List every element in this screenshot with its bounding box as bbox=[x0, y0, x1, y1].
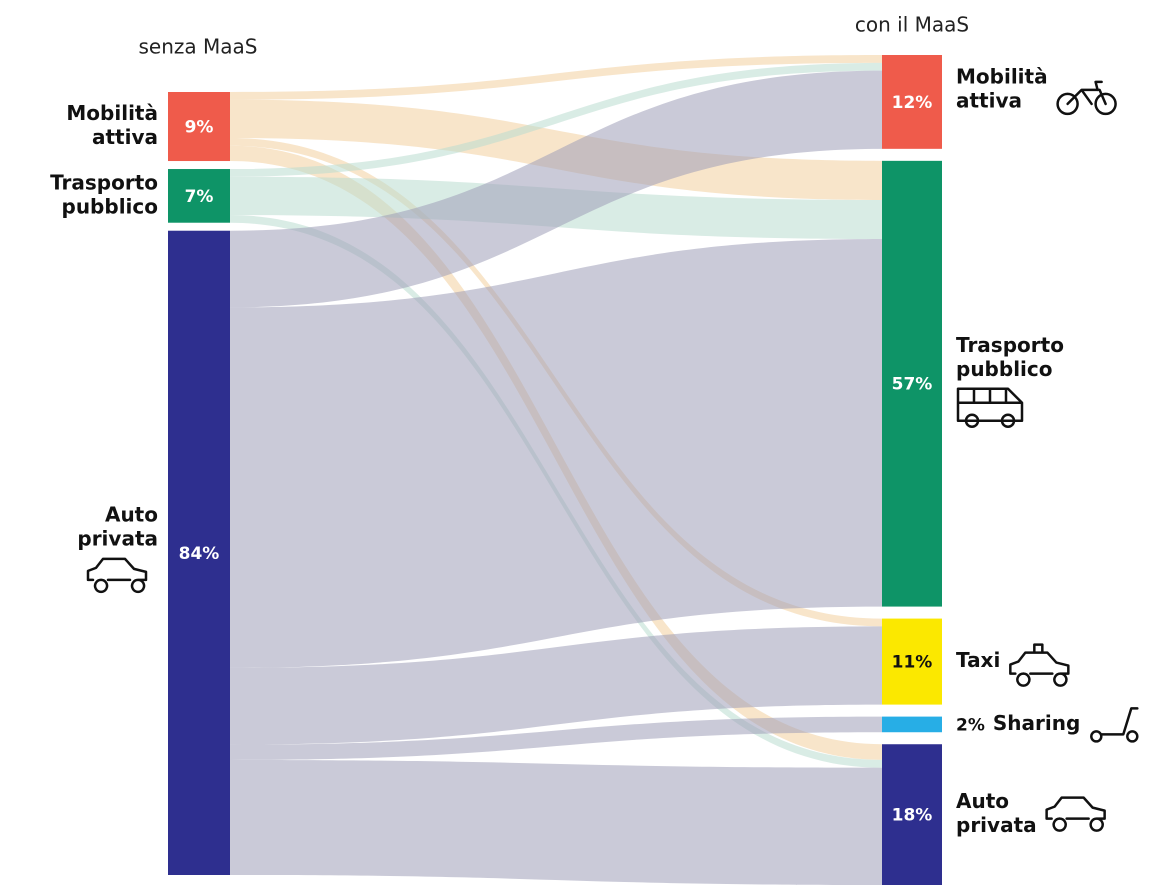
node-label: Trasporto bbox=[956, 333, 1064, 357]
node-label: Trasporto bbox=[50, 170, 158, 194]
flow bbox=[230, 759, 882, 885]
node-label: Taxi bbox=[956, 648, 1000, 672]
node bbox=[882, 744, 942, 885]
node-label: Sharing bbox=[993, 711, 1080, 735]
node bbox=[882, 160, 942, 607]
value-label: 12% bbox=[892, 93, 933, 113]
node-label: Mobilità bbox=[956, 64, 1048, 88]
icon bbox=[1056, 80, 1117, 116]
flow bbox=[230, 716, 882, 760]
node-label: Auto bbox=[956, 789, 1009, 813]
node bbox=[882, 618, 942, 705]
icon bbox=[1090, 707, 1139, 743]
node-label: pubblico bbox=[62, 194, 159, 218]
flow bbox=[230, 70, 882, 308]
flow bbox=[230, 99, 882, 200]
node-label: Mobilità bbox=[66, 101, 158, 125]
icon bbox=[1009, 643, 1070, 687]
node-label: privata bbox=[77, 526, 158, 550]
icon bbox=[956, 387, 1024, 428]
left-title: senza MaaS bbox=[139, 35, 258, 59]
flow bbox=[230, 239, 882, 668]
node-label: privata bbox=[956, 813, 1037, 837]
node bbox=[168, 169, 230, 223]
node bbox=[882, 716, 942, 733]
value-label: 57% bbox=[892, 375, 933, 395]
flow bbox=[230, 62, 882, 177]
icon bbox=[1045, 796, 1106, 832]
node-label: attiva bbox=[92, 125, 158, 149]
value-label: 18% bbox=[892, 806, 933, 826]
value-label: 11% bbox=[892, 653, 933, 673]
node bbox=[168, 92, 230, 162]
flows bbox=[230, 55, 882, 885]
value-label: 2% bbox=[956, 715, 985, 735]
right-title: con il MaaS bbox=[855, 13, 969, 37]
flow bbox=[230, 55, 882, 100]
value-label: 7% bbox=[185, 187, 214, 207]
node bbox=[882, 55, 942, 149]
node-label: Auto bbox=[105, 502, 158, 526]
node bbox=[168, 230, 230, 876]
flow bbox=[230, 626, 882, 745]
nodes: 9%Mobilitàattiva7%Trasportopubblico84%Au… bbox=[50, 55, 1139, 885]
value-label: 84% bbox=[179, 544, 220, 564]
node-label: pubblico bbox=[956, 357, 1053, 381]
value-label: 9% bbox=[185, 118, 214, 138]
node-label: attiva bbox=[956, 88, 1022, 112]
icon bbox=[86, 557, 148, 594]
